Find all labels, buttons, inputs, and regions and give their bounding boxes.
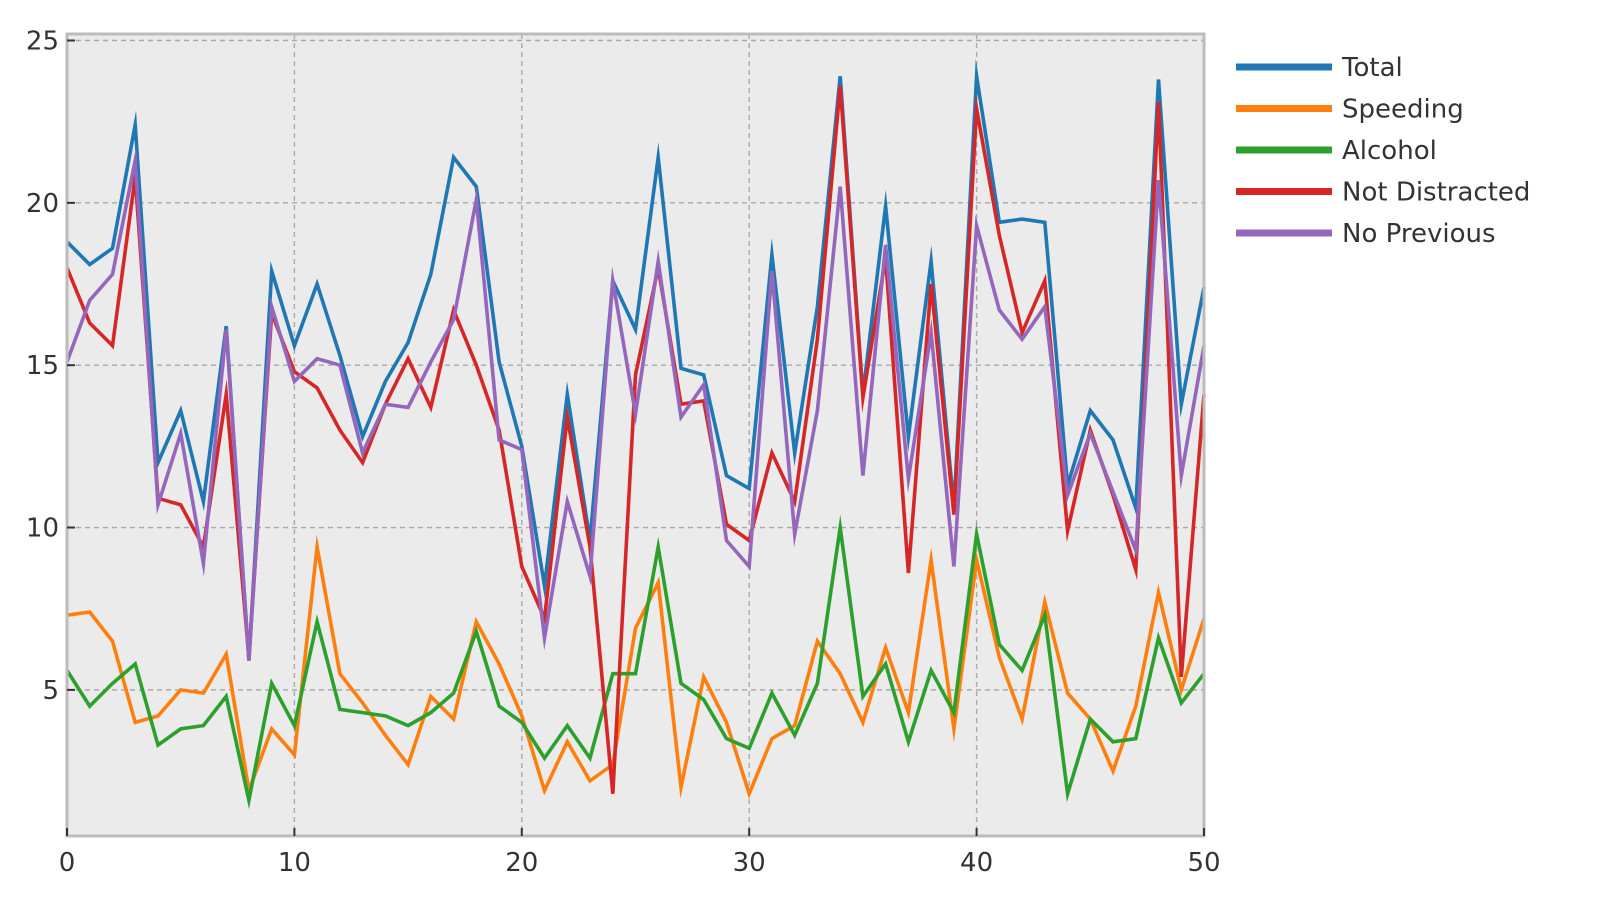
- x-tick-label: 30: [733, 848, 766, 878]
- y-tick-label: 15: [26, 351, 59, 381]
- grid: [67, 34, 1204, 836]
- legend-label-speeding: Speeding: [1342, 95, 1464, 125]
- legend-label-alcohol: Alcohol: [1342, 136, 1437, 166]
- legend-label-total: Total: [1341, 53, 1403, 83]
- legend-label-no-previous: No Previous: [1342, 219, 1496, 249]
- x-tick-label: 10: [278, 848, 311, 878]
- x-tick-label: 40: [960, 848, 993, 878]
- x-tick-label: 0: [59, 848, 76, 878]
- axes: 0 10 20 30 40 50 5 10 15 20 25: [26, 26, 1221, 878]
- y-tick-label: 25: [26, 26, 59, 56]
- y-tick-label: 5: [42, 676, 59, 706]
- series-lines: [65, 58, 1206, 810]
- series-line-no-previous: [65, 146, 1206, 661]
- x-tick-label: 20: [505, 848, 538, 878]
- series-line-alcohol: [65, 514, 1206, 810]
- plot-frame: [65, 32, 1206, 838]
- legend-label-not-distracted: Not Distracted: [1342, 178, 1530, 208]
- y-tick-label: 10: [26, 514, 59, 544]
- x-tick-label: 50: [1187, 848, 1220, 878]
- legend: Total Speeding Alcohol Not Distracted No Pre…: [1236, 53, 1530, 249]
- y-tick-label: 20: [26, 189, 59, 219]
